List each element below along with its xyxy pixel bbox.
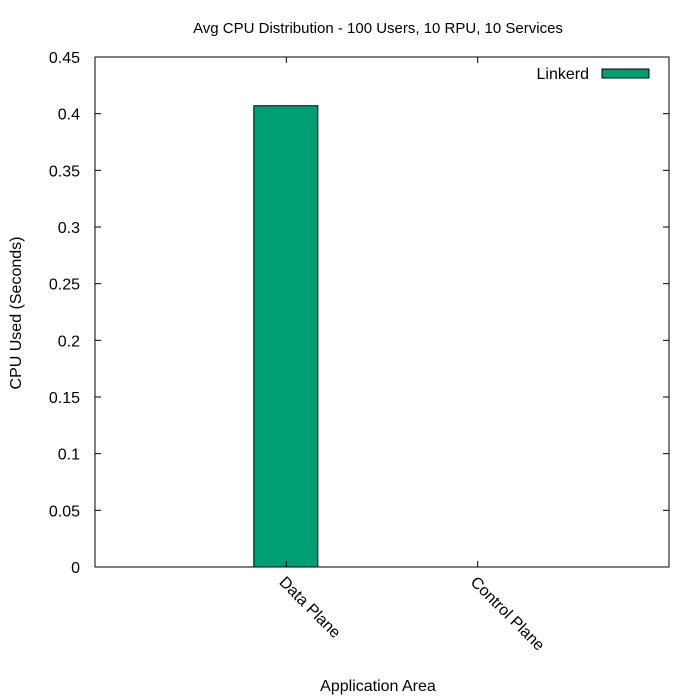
y-tick-label: 0.4 <box>58 107 80 124</box>
plot-frame <box>94 56 670 568</box>
y-tick-label: 0.2 <box>58 333 80 350</box>
y-tick-label: 0.15 <box>49 390 80 407</box>
x-axis-label: Application Area <box>320 678 436 695</box>
chart-title: Avg CPU Distribution - 100 Users, 10 RPU… <box>193 20 563 37</box>
legend-swatch-linkerd <box>601 68 650 79</box>
y-tick-label: 0.35 <box>49 163 80 180</box>
y-tick-label: 0.1 <box>58 447 80 464</box>
y-tick-label: 0.05 <box>49 503 80 520</box>
y-tick-label: 0.45 <box>49 50 80 67</box>
y-axis-label: CPU Used (Seconds) <box>8 237 25 390</box>
legend: Linkerd <box>537 66 650 83</box>
y-ticks-group: 0 0.05 0.1 0.15 0.2 0.25 0.3 0.35 0.4 0.45 <box>49 50 669 577</box>
x-tick-label: Data Plane <box>276 574 344 642</box>
y-tick-label: 0 <box>71 560 80 577</box>
y-tick-label: 0.25 <box>49 277 80 294</box>
bars-group <box>253 105 319 568</box>
y-tick-label: 0.3 <box>58 220 80 237</box>
legend-label-linkerd: Linkerd <box>537 66 589 83</box>
bar-data-plane <box>253 105 319 568</box>
x-tick-label: Control Plane <box>467 574 548 655</box>
